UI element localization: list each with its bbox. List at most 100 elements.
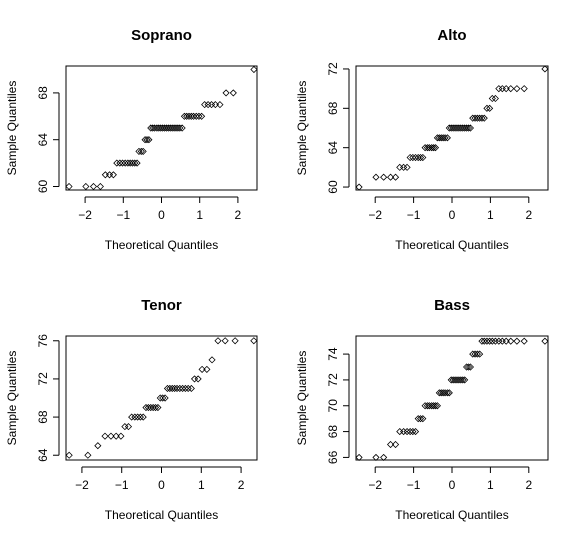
x-tick-label: 1 [196,208,203,222]
data-point [183,112,191,120]
y-tick-label: 74 [326,347,340,361]
y-tick-label: 72 [326,62,340,76]
data-point [411,428,420,436]
data-point [445,124,453,132]
data-point [449,376,457,384]
data-point [194,375,202,383]
data-point [195,112,203,120]
data-point [476,350,484,358]
data-point [144,403,152,412]
data-point [137,147,145,155]
x-axis-label: Theoretical Quantiles [105,508,218,522]
data-point [133,159,141,167]
data-point [513,337,521,345]
data-point [65,451,73,459]
data-point [153,124,161,132]
data-point [198,112,206,120]
y-axis-label: Sample Quantiles [295,81,309,176]
data-point [463,363,471,371]
data-point [459,376,467,384]
data-point [161,394,169,402]
data-point [441,134,449,142]
data-point [453,376,461,384]
data-point [198,365,206,373]
data-point [190,112,198,120]
plot-frame [65,335,258,461]
data-point [430,402,438,410]
data-point [180,112,188,120]
data-point [128,159,137,167]
data-point [471,350,479,358]
x-tick-label: −2 [78,208,92,222]
x-tick-label: −2 [75,478,89,492]
data-point [176,124,184,132]
data-point [480,337,488,345]
data-point [131,159,139,167]
data-point [112,432,120,440]
data-point [396,163,404,171]
data-point [145,136,153,144]
data-point [541,337,549,345]
data-point [421,402,429,410]
data-point [396,428,404,436]
data-point [428,402,436,410]
data-point [168,384,176,393]
data-point [113,159,121,167]
y-axis-label: Sample Quantiles [5,81,19,176]
data-point [162,124,171,132]
y-tick-label: 68 [36,410,50,424]
data-point [463,124,471,132]
data-point [135,147,143,155]
data-point [439,134,447,142]
data-point [439,389,447,397]
x-tick-label: 0 [449,208,456,222]
x-tick-label: −1 [116,208,130,222]
data-point [441,389,449,397]
data-point [156,394,164,402]
data-point [433,402,441,410]
data-point [96,182,104,191]
x-tick-label: −2 [368,478,382,492]
data-point [416,415,425,423]
x-axis-label: Theoretical Quantiles [395,508,508,522]
data-point [391,173,400,181]
x-tick-label: 2 [238,478,245,492]
data-point [139,147,147,155]
data-point [466,363,474,371]
data-point [488,337,496,345]
plot-frame [65,65,258,191]
data-point [229,89,237,97]
data-point [174,124,182,132]
data-point [181,384,189,393]
y-tick-label: 60 [326,180,340,194]
chart-title: Tenor [141,297,182,314]
x-tick-label: 0 [158,208,165,222]
x-tick-label: 1 [487,478,494,492]
y-tick-label: 72 [326,373,340,387]
data-point [513,85,521,93]
data-point [173,384,181,393]
x-tick-label: 1 [487,208,494,222]
data-point [520,337,528,345]
data-point [101,171,109,179]
data-point [403,428,411,436]
data-point [159,124,167,132]
data-point [211,101,219,109]
data-point [386,173,395,181]
plot-frame [355,335,549,461]
data-point [134,413,142,421]
data-point [124,423,133,431]
chart-title: Alto [437,27,466,44]
data-point [435,134,443,142]
data-point [208,356,216,364]
data-point [435,389,443,397]
data-point [105,171,114,179]
data-point [464,363,473,371]
data-point [431,144,440,152]
y-tick-label: 66 [326,450,340,464]
data-point [453,124,461,132]
data-point [82,182,90,191]
data-point [486,337,494,345]
data-point [214,337,222,345]
